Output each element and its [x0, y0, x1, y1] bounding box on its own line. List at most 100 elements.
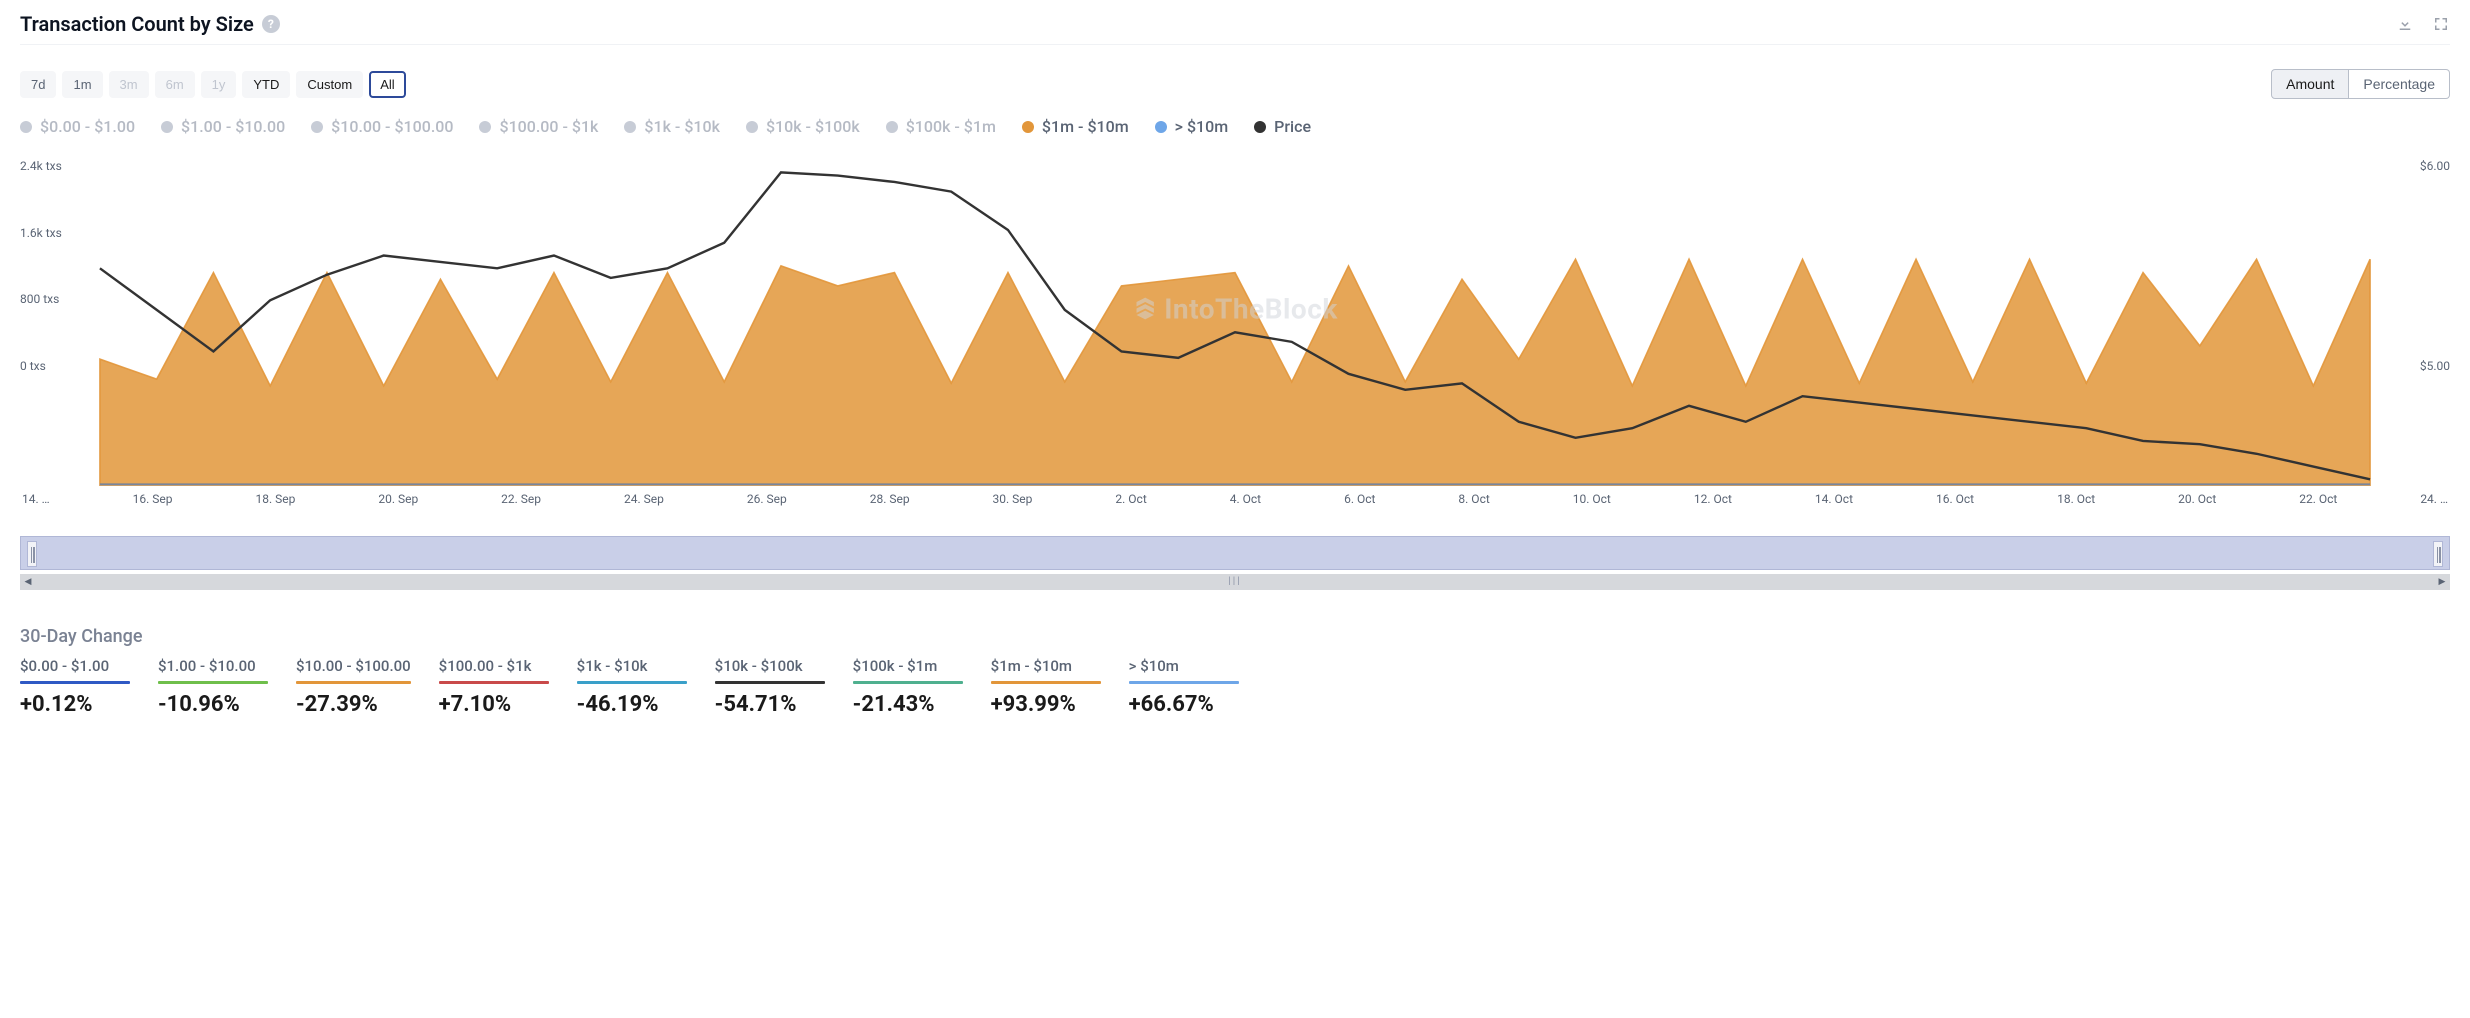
- legend-dot-icon: [746, 121, 758, 133]
- x-tick: 18. Sep: [255, 492, 295, 506]
- panel-header: Transaction Count by Size ?: [20, 12, 2450, 45]
- x-tick: 28. Sep: [870, 492, 910, 506]
- summary-cell: $1.00 - $10.00-10.96%: [158, 657, 268, 717]
- chart-svg[interactable]: [20, 166, 2450, 486]
- legend-dot-icon: [886, 121, 898, 133]
- x-tick: 30. Sep: [993, 492, 1033, 506]
- x-tick: 12. Oct: [1694, 492, 1732, 506]
- legend-item[interactable]: $1m - $10m: [1022, 117, 1129, 136]
- summary-label: $100k - $1m: [853, 657, 963, 681]
- summary-cell: $0.00 - $1.00 +0.12%: [20, 657, 130, 717]
- range-3m-button: 3m: [109, 71, 149, 98]
- summary-label: $0.00 - $1.00: [20, 657, 130, 681]
- x-tick: 22. Oct: [2299, 492, 2337, 506]
- y-left-tick: 1.6k txs: [20, 226, 62, 240]
- range-ytd-button[interactable]: YTD: [242, 71, 290, 98]
- summary-label: $1k - $10k: [577, 657, 687, 681]
- mode-percentage-button[interactable]: Percentage: [2349, 69, 2450, 99]
- legend-item[interactable]: $10.00 - $100.00: [311, 117, 453, 136]
- x-tick: 20. Sep: [378, 492, 418, 506]
- legend-dot-icon: [479, 121, 491, 133]
- legend-dot-icon: [1254, 121, 1266, 133]
- mode-toggle: Amount Percentage: [2271, 69, 2450, 99]
- summary-panel: 30-Day Change $0.00 - $1.00 +0.12% $1.00 -…: [20, 626, 2450, 717]
- summary-cell: > $10m +66.67%: [1129, 657, 1239, 717]
- x-tick: 8. Oct: [1458, 492, 1489, 506]
- x-tick: 20. Oct: [2178, 492, 2216, 506]
- summary-value: -54.71%: [715, 692, 825, 717]
- summary-underline: [439, 681, 549, 684]
- summary-cell: $1m - $10m +93.99%: [991, 657, 1101, 717]
- legend-item[interactable]: $10k - $100k: [746, 117, 860, 136]
- summary-underline: [20, 681, 130, 684]
- navigator-handle-left[interactable]: [27, 541, 37, 567]
- range-button-group: 7d1m3m6m1yYTDCustomAll: [20, 71, 406, 98]
- summary-cell: $10k - $100k -54.71%: [715, 657, 825, 717]
- x-tick: 24. Sep: [624, 492, 664, 506]
- scroll-left-icon[interactable]: ◀: [20, 574, 36, 590]
- legend-label: $10k - $100k: [766, 117, 860, 136]
- scroll-grip-icon[interactable]: |||: [1228, 576, 1241, 587]
- summary-underline: [296, 681, 411, 684]
- legend-label: $0.00 - $1.00: [40, 117, 135, 136]
- range-custom-button[interactable]: Custom: [296, 71, 363, 98]
- summary-label: $1m - $10m: [991, 657, 1101, 681]
- legend-item[interactable]: $1.00 - $10.00: [161, 117, 285, 136]
- range-all-button[interactable]: All: [369, 71, 405, 98]
- legend-label: $100.00 - $1k: [499, 117, 598, 136]
- summary-cell: $100k - $1m -21.43%: [853, 657, 963, 717]
- range-1m-button[interactable]: 1m: [62, 71, 102, 98]
- expand-icon[interactable]: [2432, 15, 2450, 33]
- summary-value: +0.12%: [20, 692, 130, 717]
- y-left-tick: 0 txs: [20, 359, 46, 373]
- summary-title: 30-Day Change: [20, 626, 2450, 647]
- x-tick: 14. …: [22, 492, 50, 506]
- summary-value: +7.10%: [439, 692, 549, 717]
- scroll-right-icon[interactable]: ▶: [2434, 574, 2450, 590]
- summary-value: -27.39%: [296, 692, 411, 717]
- summary-underline: [991, 681, 1101, 684]
- summary-label: $100.00 - $1k: [439, 657, 549, 681]
- legend-dot-icon: [161, 121, 173, 133]
- legend-item[interactable]: $1k - $10k: [624, 117, 720, 136]
- horizontal-scrollbar[interactable]: ◀ ||| ▶: [20, 574, 2450, 590]
- y-left-tick: 2.4k txs: [20, 159, 62, 173]
- legend-item[interactable]: Price: [1254, 117, 1311, 136]
- legend-label: $1m - $10m: [1042, 117, 1129, 136]
- summary-value: -21.43%: [853, 692, 963, 717]
- legend-dot-icon: [1155, 121, 1167, 133]
- legend-item[interactable]: > $10m: [1155, 117, 1229, 136]
- range-1y-button: 1y: [201, 71, 237, 98]
- page-title: Transaction Count by Size: [20, 12, 254, 36]
- summary-label: $10k - $100k: [715, 657, 825, 681]
- chart-area: 2.4k txs1.6k txs800 txs0 txs $6.00$5.00 …: [20, 166, 2450, 506]
- legend-label: > $10m: [1175, 117, 1229, 136]
- legend-label: $1.00 - $10.00: [181, 117, 285, 136]
- mode-amount-button[interactable]: Amount: [2271, 69, 2349, 99]
- range-7d-button[interactable]: 7d: [20, 71, 56, 98]
- navigator-handle-right[interactable]: [2433, 541, 2443, 567]
- download-icon[interactable]: [2396, 15, 2414, 33]
- summary-underline: [715, 681, 825, 684]
- summary-cell: $10.00 - $100.00-27.39%: [296, 657, 411, 717]
- x-tick: 16. Sep: [133, 492, 173, 506]
- summary-value: +66.67%: [1129, 692, 1239, 717]
- x-tick: 26. Sep: [747, 492, 787, 506]
- range-navigator[interactable]: [20, 536, 2450, 570]
- x-tick: 16. Oct: [1936, 492, 1974, 506]
- summary-underline: [1129, 681, 1239, 684]
- legend-item[interactable]: $100k - $1m: [886, 117, 996, 136]
- summary-underline: [853, 681, 963, 684]
- summary-value: -46.19%: [577, 692, 687, 717]
- x-tick: 4. Oct: [1230, 492, 1261, 506]
- summary-label: > $10m: [1129, 657, 1239, 681]
- legend-label: Price: [1274, 117, 1311, 136]
- help-icon[interactable]: ?: [262, 15, 280, 33]
- x-tick: 10. Oct: [1573, 492, 1611, 506]
- x-tick: 6. Oct: [1344, 492, 1375, 506]
- legend-item[interactable]: $0.00 - $1.00: [20, 117, 135, 136]
- x-tick: 24. …: [2420, 492, 2448, 506]
- legend-label: $100k - $1m: [906, 117, 996, 136]
- legend-item[interactable]: $100.00 - $1k: [479, 117, 598, 136]
- summary-value: +93.99%: [991, 692, 1101, 717]
